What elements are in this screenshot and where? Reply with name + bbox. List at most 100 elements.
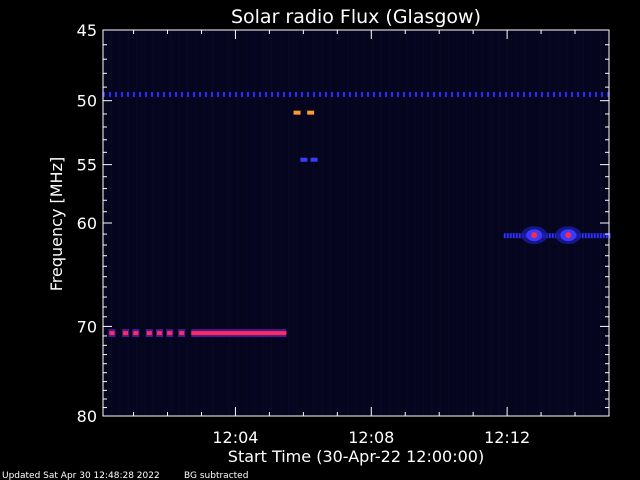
band-segment — [229, 91, 231, 97]
band-segment — [475, 91, 477, 97]
band-segment — [211, 91, 213, 97]
band-segment — [499, 91, 501, 97]
band-segment — [487, 91, 489, 97]
band-segment — [109, 91, 111, 97]
band-segment — [577, 91, 579, 97]
band-segment — [583, 91, 585, 97]
dot-feature — [108, 329, 186, 338]
footer-updated: Updated Sat Apr 30 12:48:28 2022 — [2, 471, 160, 480]
band-segment — [103, 91, 105, 97]
band-segment — [199, 91, 201, 97]
x-tick-label: 12:04 — [212, 428, 258, 447]
band-segment — [409, 91, 411, 97]
band-feature — [103, 91, 609, 97]
band-segment — [503, 233, 506, 239]
band-segment — [493, 91, 495, 97]
y-tick-label: 70 — [77, 317, 97, 336]
band-segment — [590, 233, 593, 239]
band-segment — [379, 91, 381, 97]
band-segment — [553, 91, 555, 97]
blob-feature — [293, 110, 315, 115]
band-segment — [397, 91, 399, 97]
band-segment — [601, 91, 603, 97]
dot-core — [109, 331, 115, 336]
band-segment — [319, 91, 321, 97]
band-segment — [587, 233, 590, 239]
band-segment — [457, 91, 459, 97]
band-segment — [295, 91, 297, 97]
band-segment — [115, 91, 117, 97]
dot-core — [146, 331, 152, 336]
band-segment — [451, 91, 453, 97]
dot-core — [167, 331, 173, 336]
band-segment — [289, 91, 291, 97]
band-segment — [439, 91, 441, 97]
band-segment — [512, 233, 515, 239]
band-segment — [469, 91, 471, 97]
band-segment — [481, 91, 483, 97]
y-tick-label: 80 — [77, 407, 97, 426]
x-axis: 12:04 12:08 12:12 — [133, 30, 576, 447]
y-axis-label: Frequency [MHz] — [47, 157, 66, 291]
band-segment — [217, 91, 219, 97]
band-segment — [509, 233, 512, 239]
x-axis-label: Start Time (30-Apr-22 12:00:00) — [228, 447, 484, 466]
band-segment — [548, 233, 551, 239]
band-segment — [385, 91, 387, 97]
band-segment — [599, 233, 602, 239]
band-segment — [145, 91, 147, 97]
band-segment — [445, 91, 447, 97]
band-segment — [571, 91, 573, 97]
band-segment — [259, 91, 261, 97]
band-segment — [596, 233, 599, 239]
band-segment — [265, 91, 267, 97]
band-segment — [589, 91, 591, 97]
band-segment — [325, 91, 327, 97]
band-segment — [602, 233, 605, 239]
dot-core — [133, 331, 139, 336]
band-segment — [139, 91, 141, 97]
blob-core — [293, 110, 301, 115]
band-segment — [175, 91, 177, 97]
band-segment — [283, 91, 285, 97]
band-segment — [193, 91, 195, 97]
band-segment — [277, 91, 279, 97]
band-segment — [559, 91, 561, 97]
band-segment — [584, 233, 587, 239]
band-segment — [133, 91, 135, 97]
band-segment — [151, 91, 153, 97]
band-segment — [271, 91, 273, 97]
dot-core — [123, 331, 129, 336]
footer-note: BG subtracted — [184, 471, 248, 480]
band-segment — [313, 91, 315, 97]
band-segment — [565, 91, 567, 97]
chart-title: Solar radio Flux (Glasgow) — [231, 6, 481, 28]
y-tick-label: 60 — [77, 214, 97, 233]
band-segment — [307, 91, 309, 97]
y-tick-label: 55 — [77, 156, 97, 175]
band-segment — [169, 91, 171, 97]
band-segment — [547, 91, 549, 97]
band-segment — [187, 91, 189, 97]
band-segment — [247, 91, 249, 97]
band-segment — [121, 91, 123, 97]
band-segment — [367, 91, 369, 97]
band-segment — [223, 91, 225, 97]
band-segment — [205, 91, 207, 97]
band-segment — [581, 233, 584, 239]
band-segment — [181, 91, 183, 97]
band-segment — [373, 91, 375, 97]
band-segment — [355, 91, 357, 97]
band-feature — [191, 329, 287, 338]
band-segment — [541, 91, 543, 97]
band-segment — [505, 91, 507, 97]
band-segment — [337, 91, 339, 97]
band-segment — [241, 91, 243, 97]
band-segment — [163, 91, 165, 97]
band-segment — [331, 91, 333, 97]
band-segment — [535, 91, 537, 97]
y-tick-label: 50 — [77, 92, 97, 111]
band-segment — [506, 233, 509, 239]
band-segment — [595, 91, 597, 97]
